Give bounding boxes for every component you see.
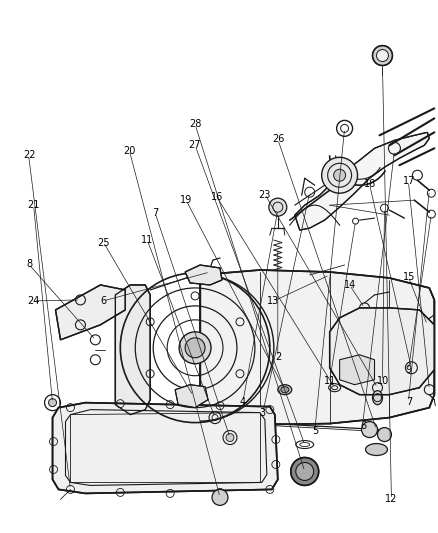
Ellipse shape [278, 385, 292, 394]
Text: 13: 13 [268, 296, 280, 306]
Text: 18: 18 [364, 179, 376, 189]
Text: 17: 17 [403, 176, 415, 187]
Polygon shape [339, 355, 374, 385]
Circle shape [269, 198, 287, 216]
Text: 9: 9 [406, 365, 412, 375]
Text: 7: 7 [152, 208, 159, 219]
Circle shape [377, 50, 389, 61]
Circle shape [49, 399, 57, 407]
Text: 5: 5 [312, 426, 318, 437]
Text: 10: 10 [377, 376, 389, 386]
Text: 24: 24 [27, 296, 39, 306]
Text: 7: 7 [406, 397, 412, 407]
Circle shape [334, 169, 346, 181]
Text: 14: 14 [344, 280, 356, 290]
Text: 27: 27 [189, 140, 201, 150]
Text: 16: 16 [211, 192, 223, 203]
Circle shape [372, 46, 392, 66]
Circle shape [185, 338, 205, 358]
Text: 28: 28 [189, 119, 201, 129]
Polygon shape [115, 285, 150, 415]
Polygon shape [295, 132, 429, 230]
Circle shape [361, 422, 378, 438]
Text: 2: 2 [275, 352, 281, 362]
Polygon shape [200, 270, 434, 425]
Text: 15: 15 [403, 272, 415, 282]
Circle shape [291, 457, 319, 486]
Text: 19: 19 [180, 195, 192, 205]
Text: 12: 12 [385, 494, 398, 504]
Text: 3: 3 [260, 408, 266, 418]
Polygon shape [175, 385, 208, 408]
Circle shape [378, 427, 392, 441]
Circle shape [296, 463, 314, 480]
Text: 8: 8 [26, 259, 32, 269]
Text: 4: 4 [240, 397, 246, 407]
Ellipse shape [372, 391, 382, 405]
Text: 6: 6 [100, 296, 106, 306]
Circle shape [226, 433, 234, 441]
Text: 6: 6 [360, 421, 366, 431]
Ellipse shape [281, 386, 289, 393]
Ellipse shape [366, 443, 388, 456]
Circle shape [321, 157, 357, 193]
Polygon shape [56, 285, 125, 340]
Polygon shape [330, 308, 434, 394]
Polygon shape [53, 402, 278, 494]
Circle shape [212, 489, 228, 505]
Polygon shape [185, 265, 222, 285]
Text: 20: 20 [124, 146, 136, 156]
Text: 22: 22 [23, 150, 35, 160]
Text: 25: 25 [97, 238, 110, 247]
Text: 11: 11 [324, 376, 336, 386]
Text: 11: 11 [141, 235, 153, 245]
Circle shape [179, 332, 211, 364]
Text: 23: 23 [259, 190, 271, 200]
Text: 26: 26 [272, 134, 284, 144]
Text: 21: 21 [27, 200, 39, 211]
